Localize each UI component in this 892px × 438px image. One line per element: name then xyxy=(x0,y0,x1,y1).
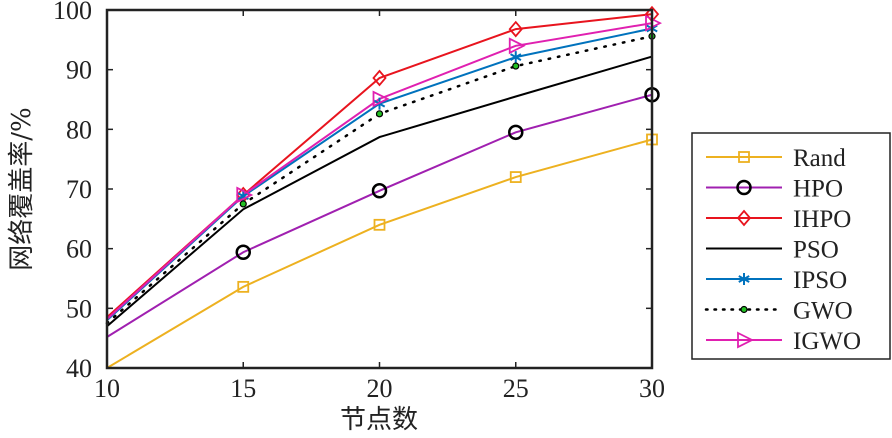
data-point-rand xyxy=(373,218,386,231)
legend-marker-igwo xyxy=(737,331,755,349)
data-point-ihpo xyxy=(508,20,523,38)
legend-marker-gwo xyxy=(740,305,748,314)
x-tick-label: 20 xyxy=(367,374,393,403)
legend-marker-hpo xyxy=(736,179,752,196)
y-tick-label: 60 xyxy=(66,235,92,264)
y-tick-label: 70 xyxy=(66,175,92,204)
legend-marker-rand xyxy=(738,151,750,163)
legend-box xyxy=(691,132,891,360)
series-line-hpo xyxy=(106,93,653,338)
legend-marker-ihpo xyxy=(736,209,752,227)
x-tick-label: 10 xyxy=(94,374,120,403)
series-line-igwo xyxy=(106,22,653,320)
y-tick-label: 80 xyxy=(66,115,92,144)
y-tick-label: 90 xyxy=(66,56,92,85)
data-point-gwo xyxy=(512,62,520,70)
series-markers xyxy=(235,5,663,293)
data-point-igwo xyxy=(236,186,254,204)
y-tick-label: 50 xyxy=(66,294,92,323)
tick-labels: 10 15 20 25 30 40 50 60 70 80 90 100 xyxy=(53,0,665,403)
legend: Rand HPO IHPO PSO IPSO GWO IGWO xyxy=(691,132,891,360)
y-tick-label: 40 xyxy=(66,354,92,383)
data-point-rand xyxy=(509,171,522,183)
series-line-pso xyxy=(106,55,653,327)
legend-label-rand: Rand xyxy=(793,145,846,172)
y-axis-title: 网络覆盖率/% xyxy=(7,107,37,270)
legend-label-gwo: GWO xyxy=(793,298,853,325)
data-point-ihpo xyxy=(372,69,387,87)
series-line-rand xyxy=(106,138,653,369)
data-point-igwo xyxy=(508,37,526,55)
axis-ticks xyxy=(106,9,653,369)
x-tick-label: 25 xyxy=(503,374,529,403)
data-point-igwo xyxy=(372,90,390,108)
legend-marker-ipso xyxy=(738,273,750,285)
legend-label-ihpo: IHPO xyxy=(793,206,851,233)
legend-label-hpo: HPO xyxy=(793,176,843,203)
plot-frame xyxy=(105,8,654,370)
legend-label-pso: PSO xyxy=(793,237,839,264)
series-line-ihpo xyxy=(106,13,653,319)
x-tick-label: 30 xyxy=(639,374,665,403)
x-tick-label: 15 xyxy=(230,374,256,403)
x-axis-title: 节点数 xyxy=(340,405,418,435)
legend-label-igwo: IGWO xyxy=(793,328,861,355)
data-point-hpo xyxy=(235,244,251,260)
data-point-hpo xyxy=(508,124,524,141)
series-lines xyxy=(105,13,654,369)
y-tick-label: 100 xyxy=(53,0,92,25)
data-point-hpo xyxy=(371,183,388,199)
legend-label-ipso: IPSO xyxy=(793,267,847,294)
data-point-ipso xyxy=(510,51,522,64)
data-point-gwo xyxy=(375,110,384,118)
data-point-gwo xyxy=(239,200,247,208)
data-point-rand xyxy=(237,280,250,293)
